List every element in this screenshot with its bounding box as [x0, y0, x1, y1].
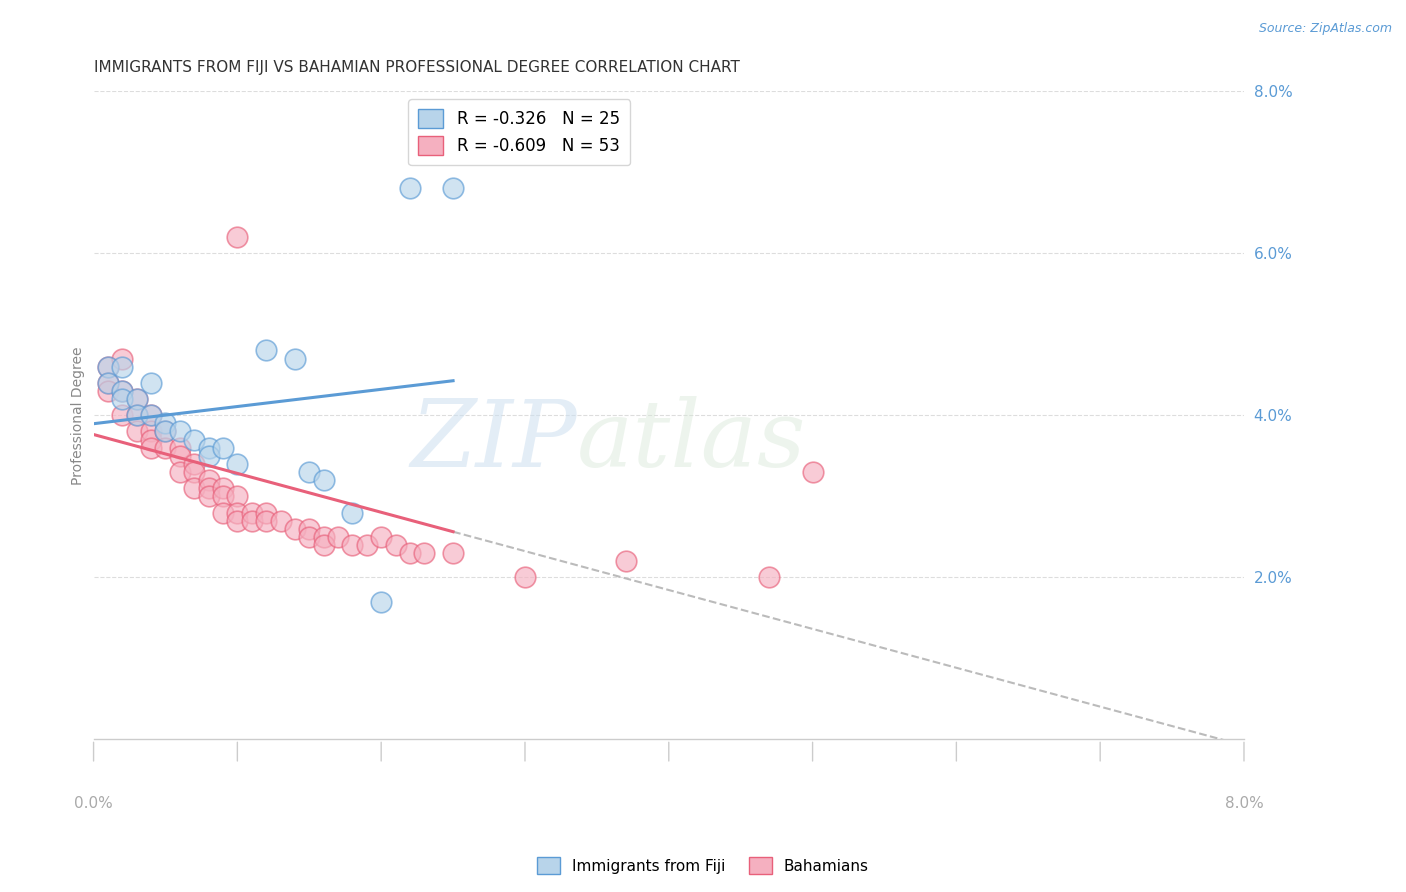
Point	[312, 538, 335, 552]
Point	[758, 570, 780, 584]
Point	[125, 392, 148, 406]
Point	[125, 392, 148, 406]
Point	[197, 481, 219, 495]
Text: atlas: atlas	[576, 396, 806, 486]
Point	[139, 425, 162, 439]
Point	[254, 343, 277, 358]
Point	[441, 181, 464, 195]
Point	[139, 409, 162, 423]
Point	[298, 465, 321, 479]
Point	[97, 359, 120, 374]
Point	[298, 530, 321, 544]
Legend: R = -0.326   N = 25, R = -0.609   N = 53: R = -0.326 N = 25, R = -0.609 N = 53	[409, 99, 630, 165]
Legend: Immigrants from Fiji, Bahamians: Immigrants from Fiji, Bahamians	[531, 851, 875, 880]
Point	[326, 530, 349, 544]
Point	[342, 506, 364, 520]
Point	[97, 376, 120, 390]
Point	[155, 417, 177, 431]
Point	[111, 384, 134, 398]
Point	[125, 409, 148, 423]
Point	[169, 465, 191, 479]
Point	[284, 522, 307, 536]
Point	[270, 514, 292, 528]
Point	[97, 359, 120, 374]
Point	[312, 530, 335, 544]
Point	[399, 546, 422, 560]
Point	[312, 473, 335, 487]
Point	[212, 441, 235, 455]
Point	[801, 465, 824, 479]
Point	[254, 506, 277, 520]
Point	[169, 425, 191, 439]
Text: 0.0%: 0.0%	[75, 797, 112, 811]
Point	[370, 595, 392, 609]
Point	[197, 441, 219, 455]
Point	[169, 441, 191, 455]
Point	[226, 506, 249, 520]
Point	[125, 425, 148, 439]
Point	[97, 384, 120, 398]
Point	[441, 546, 464, 560]
Point	[212, 481, 235, 495]
Point	[139, 376, 162, 390]
Point	[183, 465, 205, 479]
Point	[226, 457, 249, 471]
Point	[183, 457, 205, 471]
Point	[370, 530, 392, 544]
Point	[413, 546, 436, 560]
Point	[197, 473, 219, 487]
Point	[284, 351, 307, 366]
Point	[226, 489, 249, 503]
Point	[111, 351, 134, 366]
Point	[226, 514, 249, 528]
Point	[125, 409, 148, 423]
Point	[212, 506, 235, 520]
Point	[139, 433, 162, 447]
Point	[614, 554, 637, 568]
Point	[197, 449, 219, 463]
Point	[197, 489, 219, 503]
Point	[139, 441, 162, 455]
Point	[111, 392, 134, 406]
Point	[183, 433, 205, 447]
Point	[111, 409, 134, 423]
Point	[155, 425, 177, 439]
Point	[298, 522, 321, 536]
Text: Source: ZipAtlas.com: Source: ZipAtlas.com	[1258, 22, 1392, 36]
Point	[155, 441, 177, 455]
Point	[111, 359, 134, 374]
Point	[254, 514, 277, 528]
Point	[97, 376, 120, 390]
Y-axis label: Professional Degree: Professional Degree	[72, 346, 86, 484]
Point	[399, 181, 422, 195]
Point	[183, 481, 205, 495]
Point	[342, 538, 364, 552]
Point	[240, 514, 263, 528]
Text: 8.0%: 8.0%	[1225, 797, 1264, 811]
Point	[111, 384, 134, 398]
Point	[513, 570, 536, 584]
Point	[139, 409, 162, 423]
Point	[384, 538, 406, 552]
Text: IMMIGRANTS FROM FIJI VS BAHAMIAN PROFESSIONAL DEGREE CORRELATION CHART: IMMIGRANTS FROM FIJI VS BAHAMIAN PROFESS…	[94, 60, 740, 75]
Point	[169, 449, 191, 463]
Point	[356, 538, 378, 552]
Point	[226, 230, 249, 244]
Point	[155, 425, 177, 439]
Text: ZIP: ZIP	[411, 396, 576, 486]
Point	[240, 506, 263, 520]
Point	[212, 489, 235, 503]
